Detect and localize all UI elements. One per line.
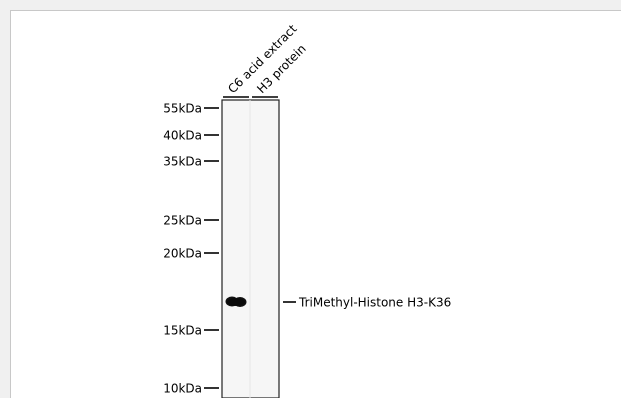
band-core xyxy=(227,298,245,306)
marker-ladder: 55kDa 40kDa 35kDa 25kDa 20kDa 15kDa 10kDa xyxy=(163,102,219,396)
protein-band xyxy=(225,296,247,307)
marker-label-40: 40kDa xyxy=(163,129,202,143)
marker-label-10: 10kDa xyxy=(163,382,202,396)
marker-label-15: 15kDa xyxy=(163,324,202,338)
marker-label-20: 20kDa xyxy=(163,247,202,261)
marker-label-25: 25kDa xyxy=(163,214,202,228)
band-label: TriMethyl-Histone H3-K36 xyxy=(298,296,451,310)
marker-label-55: 55kDa xyxy=(163,102,202,116)
marker-label-35: 35kDa xyxy=(163,155,202,169)
image-frame xyxy=(10,10,621,398)
